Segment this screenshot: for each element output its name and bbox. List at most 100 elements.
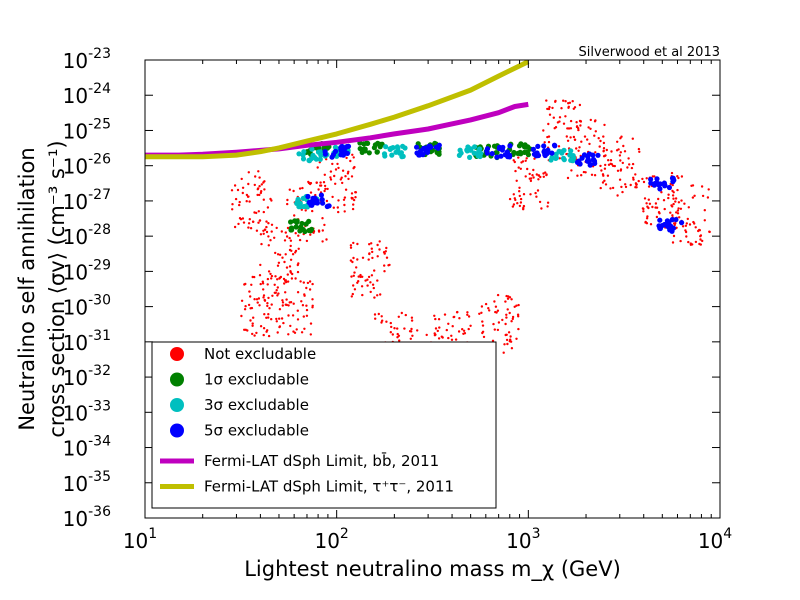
scatter-point [545,147,551,153]
scatter-point [266,302,269,305]
scatter-point [350,196,353,200]
scatter-point [530,146,537,152]
scatter-point [274,251,277,255]
scatter-point [561,157,567,163]
scatter-point [588,142,591,146]
scatter-point [701,239,704,243]
scatter-point [337,199,340,202]
scatter-point [356,242,359,246]
scatter-point [506,308,509,311]
scatter-point [359,273,362,277]
scatter-point [233,184,237,187]
scatter-point [573,138,577,141]
scatter-point [331,195,334,199]
scatter-point [593,174,597,177]
scatter-point [657,186,663,192]
scatter-point [262,288,265,291]
scatter-point [258,193,261,197]
scatter-point [565,152,568,156]
scatter-point [675,211,678,214]
scatter-point [230,189,234,192]
scatter-point [299,280,302,283]
scatter-point [354,191,358,194]
scatter-point [648,202,652,205]
scatter-point [572,107,575,111]
scatter-point [667,196,670,200]
scatter-point [247,226,250,229]
scatter-point [252,220,255,223]
scatter-point [531,174,534,177]
scatter-point [349,244,353,247]
scatter-point [308,202,314,208]
scatter-point [267,334,271,338]
scatter-point [671,205,674,208]
scatter-point [270,303,273,306]
scatter-point [330,152,336,158]
scatter-point [691,184,695,187]
scatter-point [352,284,355,287]
scatter-point [577,149,580,152]
scatter-point [627,157,630,160]
scatter-point [552,116,555,119]
scatter-point [536,189,540,192]
scatter-point [559,150,565,156]
scatter-point [343,203,346,207]
scatter-point [329,178,333,181]
scatter-point [615,149,619,152]
scatter-point [509,338,512,341]
scatter-point [570,169,573,172]
legend: Not excludable 1σ excludable 3σ excludable… [151,341,497,509]
scatter-point [547,122,550,126]
scatter-point [288,301,291,304]
scatter-point [478,312,481,315]
scatter-point [259,263,262,267]
scatter-point [274,275,277,278]
scatter-point [564,100,567,103]
scatter-point [504,149,510,155]
scatter-point [556,121,560,124]
scatter-point [585,153,591,160]
scatter-point [383,252,386,255]
scatter-point [679,207,683,210]
scatter-point [672,222,676,225]
scatter-point [286,280,290,283]
y-axis-title-line: cross section ⟨σv⟩ (cm⁻³ s⁻¹) [45,140,69,437]
scatter-point [350,275,353,278]
scatter-point [253,275,256,279]
scatter-point [701,194,705,198]
y-tick-label: 10-23 [63,46,111,73]
scatter-point [607,159,610,162]
scatter-point [509,335,512,338]
scatter-point [416,329,419,332]
scatter-point [240,314,243,318]
scatter-point [543,141,546,144]
scatter-point [296,318,300,321]
scatter-point [291,272,294,276]
scatter-point [289,239,293,242]
scatter-point [436,329,439,333]
scatter-point [376,294,379,297]
legend-label: Fermi-LAT dSph Limit, bb̄, 2011 [204,451,439,470]
scatter-point [408,330,412,333]
scatter-point [353,271,356,274]
scatter-point [270,199,273,202]
scatter-point [605,148,608,152]
scatter-point [535,143,541,149]
scatter-point [671,183,674,187]
scatter-point [367,275,371,279]
scatter-point [506,342,509,346]
scatter-point [414,144,420,150]
y-tick-exponent: -32 [88,363,111,379]
scatter-point [284,291,287,294]
scatter-point [333,174,336,178]
scatter-point [336,162,339,166]
scatter-point [245,193,249,197]
scatter-point [534,150,540,156]
scatter-point [518,204,522,208]
scatter-point [518,190,521,193]
scatter-point [262,210,265,214]
scatter-point [510,320,513,323]
scatter-point [637,179,640,183]
scatter-point [337,210,340,214]
scatter-point [688,223,692,226]
